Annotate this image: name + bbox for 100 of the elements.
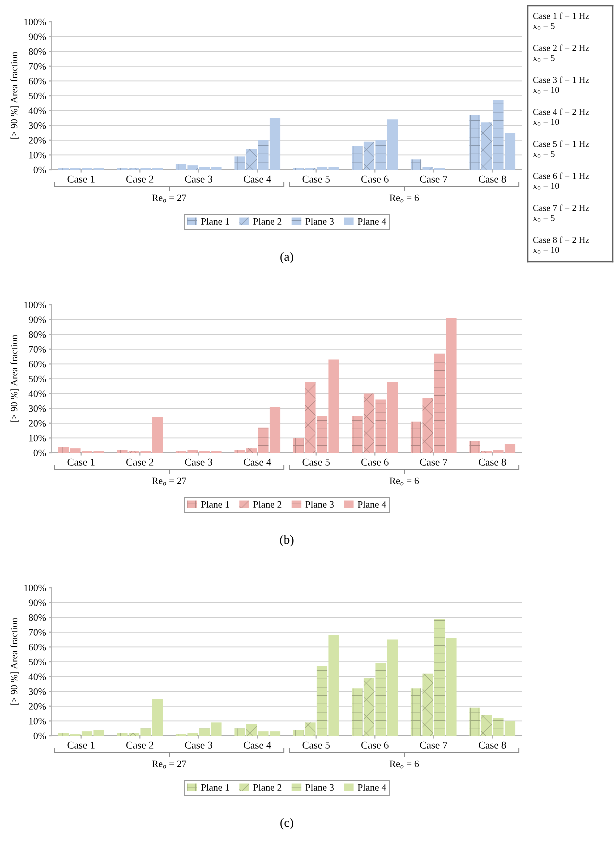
y-tick-label: 40% [28,390,46,398]
text: Case 6 f = 1 Hz x$_{0}$ = 10 [533,172,590,190]
bar [422,167,434,170]
y-tick-label: 20% [29,137,46,144]
bar [422,398,434,453]
bar [493,718,504,736]
bar [211,722,222,736]
y-axis-title: [> 90 %] Area fraction [10,52,19,140]
bar [176,164,187,170]
bar [493,450,504,453]
bar [58,447,70,453]
bar [446,318,457,453]
bar [270,118,281,170]
bar [293,730,304,736]
bar [199,167,210,170]
bar [364,394,375,453]
x-tick-label: Case 8 [479,458,506,466]
legend-label: Plane 4 [358,218,386,225]
bar [434,354,446,453]
x-tick-label: Case 4 [244,742,272,749]
bar [328,360,340,453]
bar [328,635,340,736]
text: Case 3 f = 1 Hz x$_{0}$ = 10 [533,76,590,94]
y-tick-label: 80% [28,332,46,338]
legend-label: Plane 3 [306,784,334,791]
x-tick-label: Case 1 [68,176,95,183]
y-tick-label: 10% [29,435,46,442]
y-axis-title: [> 90 %] Area fraction [10,618,19,706]
bar [504,133,516,170]
bar [410,688,422,736]
y-tick-label: 100% [24,18,46,26]
text: Case 2 f = 2 Hz x$_{0}$ = 5 [533,44,590,62]
legend-label: Plane 3 [306,501,334,508]
y-tick-label: 50% [29,376,46,382]
bar [504,444,516,453]
bar [352,688,363,736]
bar [211,167,222,170]
bar [117,450,128,453]
x-tick-label: Case 3 [185,742,212,749]
bar [246,724,258,736]
y-tick-label: 40% [28,108,46,114]
y-tick-label: 10% [29,152,46,159]
bar [481,715,492,736]
text: Re$_{o}$ = 6 [390,760,420,769]
bar [152,699,164,736]
bar [376,663,386,736]
legend-label: Plane 4 [358,501,386,508]
x-tick-label: Case 3 [185,458,212,466]
x-tick-label: Case 6 [362,176,389,183]
bar [293,438,304,453]
y-tick-label: 90% [28,34,46,40]
text: Re$_{o}$ = 27 [152,478,186,486]
y-tick-label: 80% [28,614,46,622]
x-tick-label: Case 7 [420,176,448,183]
legend-label: Plane 3 [306,218,334,225]
x-tick-label: Case 2 [126,176,154,183]
y-tick-label: 70% [29,63,46,70]
y-tick-label: 30% [29,406,46,412]
x-tick-label: Case 8 [479,742,506,749]
text: (a) [280,252,294,264]
bar [470,441,480,453]
y-tick-label: 30% [29,122,46,130]
x-tick-label: Case 5 [302,742,330,749]
bar [94,730,104,736]
bar [258,428,269,453]
bar [493,100,504,170]
y-tick-label: 100% [24,302,46,308]
bar [258,732,269,736]
bar [82,732,93,736]
x-tick-label: Case 3 [185,176,212,183]
x-tick-label: Case 5 [302,176,330,183]
y-tick-label: 20% [29,703,46,710]
bar [410,422,422,453]
legend-label: Plane 2 [254,501,282,508]
y-tick-label: 60% [29,361,46,368]
bar [470,115,480,170]
bar [446,638,457,736]
y-tick-label: 0% [34,732,46,740]
legend-label: Plane 1 [201,218,230,225]
text: Case 5 f = 1 Hz x$_{0}$ = 5 [533,140,590,158]
bar [270,407,281,453]
y-tick-label: 70% [29,629,46,636]
legend-label: Plane 4 [358,784,386,791]
text: (c) [280,818,294,830]
bar [234,728,246,736]
bar [364,142,375,170]
x-tick-label: Case 7 [420,458,448,466]
y-tick-label: 50% [29,658,46,666]
text: Case 1 f = 1 Hz x$_{0}$ = 5 [533,12,590,30]
text: Case 4 f = 2 Hz x$_{0}$ = 10 [533,108,590,126]
bar [258,140,269,170]
y-tick-label: 10% [29,718,46,725]
bar [352,416,363,453]
bar [270,732,281,736]
bar [316,416,328,453]
x-tick-label: Case 2 [126,742,154,749]
bar [188,450,198,453]
bar [305,382,316,453]
text: Re$_{o}$ = 6 [390,194,420,203]
legend-label: Plane 1 [201,784,230,791]
